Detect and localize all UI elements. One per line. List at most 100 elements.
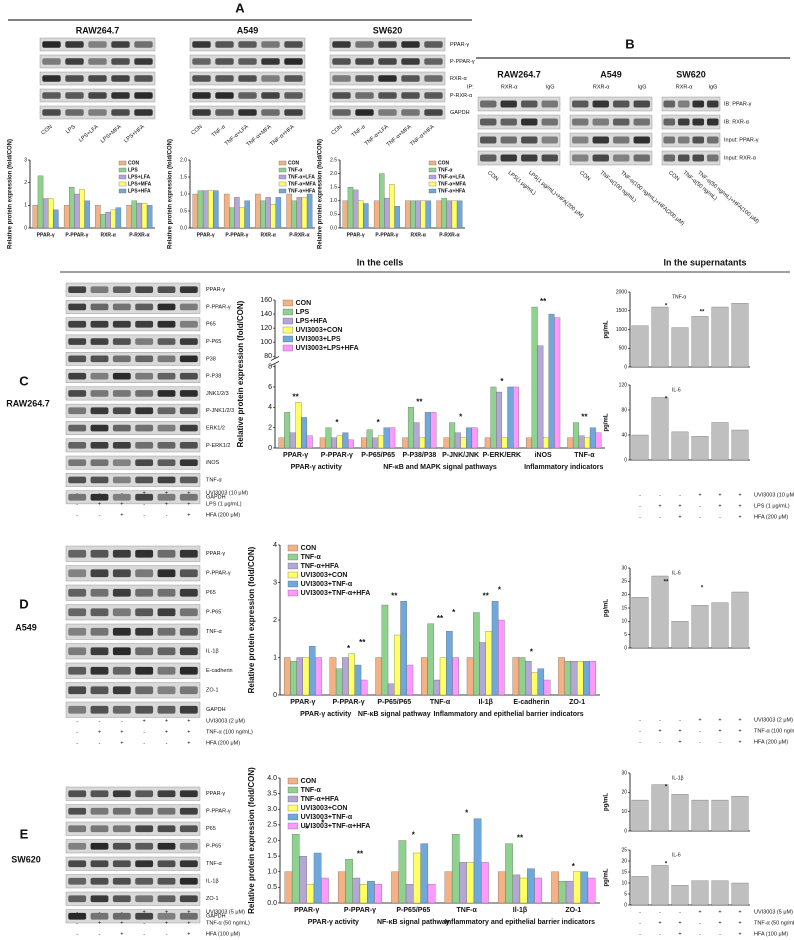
bar xyxy=(95,205,101,229)
blot-strip xyxy=(661,114,721,130)
blot-band xyxy=(68,588,87,597)
bar xyxy=(471,427,478,449)
y-tick-label: 0 xyxy=(624,828,627,834)
blot-band xyxy=(157,390,176,397)
row-label: P65 xyxy=(206,826,216,832)
bar xyxy=(299,855,307,904)
blot-strip xyxy=(661,96,721,112)
blot-band xyxy=(112,895,131,903)
lane-label: LPS+LFA xyxy=(78,124,100,144)
treatment-sign: - xyxy=(659,717,661,723)
blot-band xyxy=(90,686,109,695)
row-label: JNK1/2/3 xyxy=(206,391,229,397)
blot-band xyxy=(112,588,131,597)
bar xyxy=(342,200,349,229)
y-tick-label: 20 xyxy=(621,592,627,598)
blot-band xyxy=(68,355,87,363)
blot-band xyxy=(112,407,131,415)
blot-band xyxy=(68,493,87,501)
bar xyxy=(301,417,308,449)
row-label: P-P38 xyxy=(206,374,221,380)
bar xyxy=(291,200,297,229)
bar xyxy=(234,197,240,229)
bar xyxy=(526,437,533,449)
treatment-sign: + xyxy=(98,920,101,926)
bar xyxy=(572,422,579,449)
x-tick-label: ZO-1 xyxy=(565,907,581,914)
treatment-name: LPS (1 μg/mL) xyxy=(206,501,242,507)
y-tick-label: 2.0 xyxy=(180,157,187,163)
blot-band xyxy=(424,75,443,82)
blot-band xyxy=(112,912,131,920)
blot-band xyxy=(157,424,176,432)
bar xyxy=(691,799,709,832)
bar xyxy=(589,661,597,696)
legend-label: LPS+HFA xyxy=(128,188,151,194)
lane-label: CON xyxy=(578,170,591,182)
bar xyxy=(407,407,414,449)
treatment-sign: - xyxy=(99,740,101,746)
y-tick-label: 80 xyxy=(621,407,627,413)
bar xyxy=(402,437,409,449)
blot-band xyxy=(284,92,303,99)
y-tick-label: 1.5 xyxy=(180,174,187,180)
blot-band xyxy=(112,390,131,397)
y-tick-label: 500 xyxy=(619,346,628,352)
treatment-sign: - xyxy=(76,718,78,724)
significance: ** xyxy=(517,834,524,843)
treatment-name: UVI3003 (5 μM) xyxy=(754,909,793,915)
significance: * xyxy=(377,418,381,427)
bar xyxy=(229,207,235,229)
blot-band xyxy=(500,118,517,126)
blot-band xyxy=(332,41,351,48)
treatment-sign: - xyxy=(639,492,641,498)
blot-band xyxy=(90,390,109,397)
treatment-sign: + xyxy=(143,718,146,724)
bar xyxy=(427,623,434,696)
bar xyxy=(505,843,513,904)
blot-band xyxy=(572,136,589,144)
blot-band xyxy=(284,58,303,65)
blot-band xyxy=(68,608,87,617)
x-tick-label: TNF-α xyxy=(457,907,478,914)
blot-band xyxy=(90,807,109,815)
bar xyxy=(329,657,337,696)
bar xyxy=(126,205,132,229)
significance: ** xyxy=(391,591,398,600)
blot-band xyxy=(68,407,87,415)
y-tick-label: 10 xyxy=(621,809,627,815)
treatment-sign: + xyxy=(738,909,741,915)
y-tick-label: 1.5 xyxy=(330,185,337,191)
treatment-sign: - xyxy=(639,503,641,509)
x-tick-label: PPAR-γ xyxy=(347,232,365,238)
blot-band xyxy=(112,476,131,484)
treatment-sign: - xyxy=(659,514,661,520)
group-label: Inflammatory and epithelial barrier indi… xyxy=(445,919,595,926)
bar xyxy=(711,602,729,649)
axis-break xyxy=(270,361,280,366)
bar xyxy=(413,422,420,449)
bar xyxy=(436,200,442,229)
bar xyxy=(484,437,491,449)
blot-strip xyxy=(569,114,653,130)
blot-band xyxy=(692,154,705,162)
blot-band xyxy=(112,877,131,885)
bar xyxy=(631,325,649,368)
treatment-sign: + xyxy=(718,728,721,734)
blot-band xyxy=(111,75,130,82)
y-tick-label: 5 xyxy=(624,891,627,897)
blot-band xyxy=(192,75,211,82)
blot-band xyxy=(42,92,61,99)
bar xyxy=(537,668,545,696)
treatment-sign: + xyxy=(187,909,190,915)
blot-band xyxy=(179,459,198,466)
treatment-sign: - xyxy=(143,931,145,937)
blot-band xyxy=(355,92,374,99)
axis-break xyxy=(271,358,279,365)
blot-band xyxy=(613,118,630,126)
bar xyxy=(651,575,669,649)
y-tick-label: 0.0 xyxy=(180,225,187,231)
blot-band xyxy=(157,338,176,345)
y-tick-label: 2 xyxy=(273,617,277,624)
